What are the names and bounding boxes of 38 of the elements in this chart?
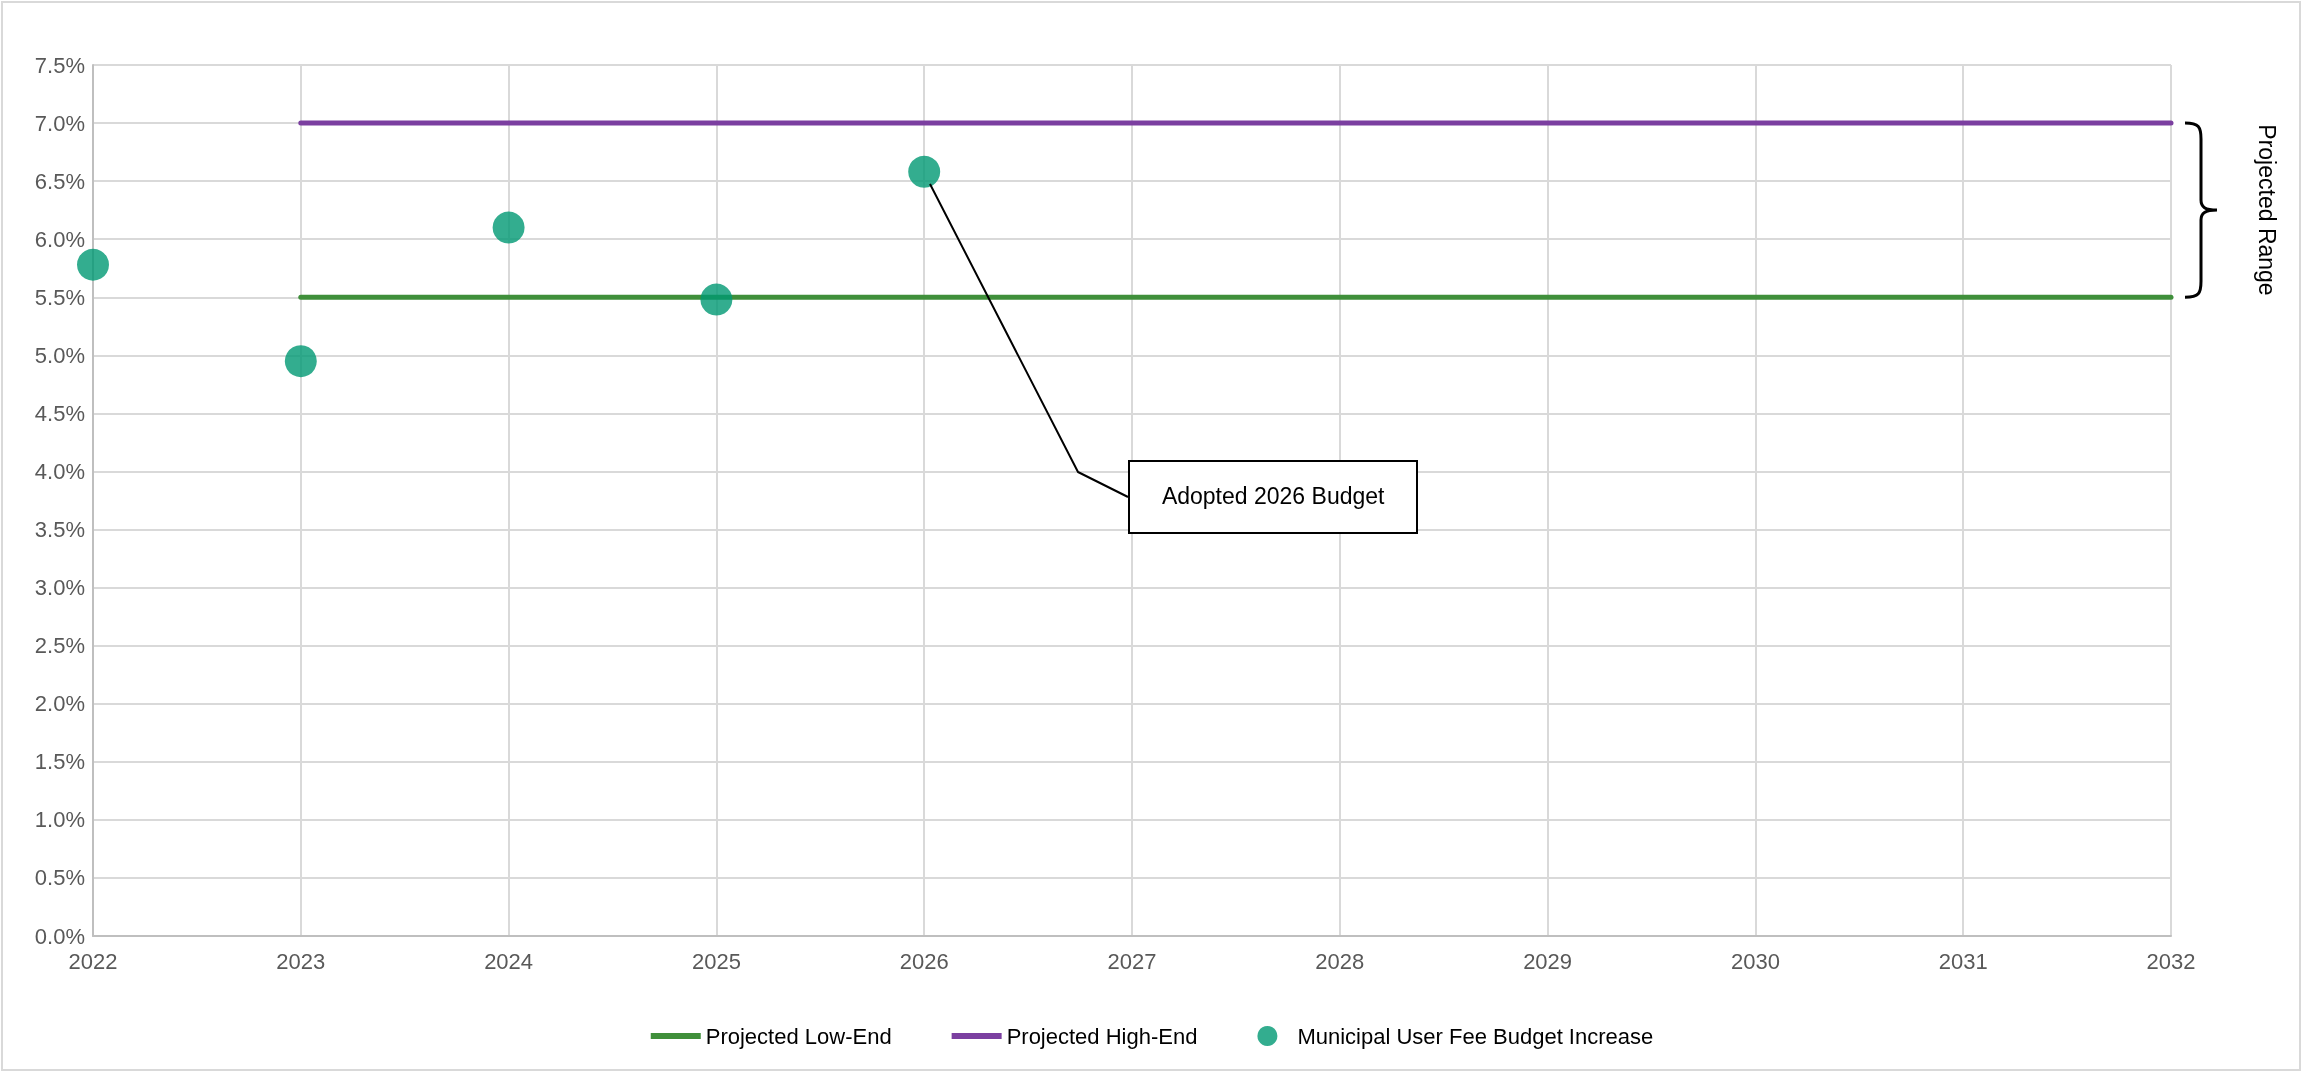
point (908, 155, 941, 188)
y-tick-label: 1.5% (34, 749, 85, 775)
x-tick-label: 2023 (276, 948, 326, 974)
callout-box: Adopted 2026 Budget (1128, 459, 1419, 534)
legend-label: Municipal User Fee Budget Increase (1297, 1023, 1654, 1049)
legend-label: Projected Low-End (705, 1023, 892, 1049)
legend-label: Projected High-End (1006, 1023, 1198, 1049)
text: Projected Range (2252, 124, 2280, 296)
point (700, 283, 733, 316)
x-tick-label: 2027 (1107, 948, 1157, 974)
x-tick-label: 2029 (1523, 948, 1573, 974)
x-tick-label: 2025 (691, 948, 741, 974)
x-tick-label: 2024 (484, 948, 534, 974)
annotation: Adopted 2026 Budget (1161, 483, 1385, 511)
x-tick-label: 2031 (1938, 948, 1988, 974)
y-tick-label: 2.0% (34, 691, 85, 717)
y-tick-label: 1.0% (34, 807, 85, 833)
y-tick-label: 4.5% (34, 400, 85, 426)
point (492, 211, 525, 244)
x-tick-label: 2028 (1315, 948, 1365, 974)
y-tick-label: 7.5% (34, 52, 85, 78)
y-tick-label: 2.5% (34, 633, 85, 659)
y-tick-label: 0.0% (34, 923, 85, 949)
y-tick-label: 6.5% (34, 168, 85, 194)
y-tick-label: 3.5% (34, 517, 85, 543)
point (284, 345, 317, 378)
y-tick-label: 5.5% (34, 284, 85, 310)
x-tick-label: 2022 (68, 948, 118, 974)
point (77, 248, 109, 281)
y-tick-label: 3.0% (34, 575, 85, 601)
y-tick-label: 0.5% (34, 865, 85, 891)
y-tick-label: 7.0% (34, 110, 85, 136)
y-tick-label: 5.0% (34, 342, 85, 368)
x-tick-label: 2026 (899, 948, 949, 974)
x-tick-label: 2032 (2146, 948, 2196, 974)
y-tick-label: 4.0% (34, 458, 85, 484)
x-tick-label: 2030 (1730, 948, 1780, 974)
y-tick-label: 6.0% (34, 226, 85, 252)
